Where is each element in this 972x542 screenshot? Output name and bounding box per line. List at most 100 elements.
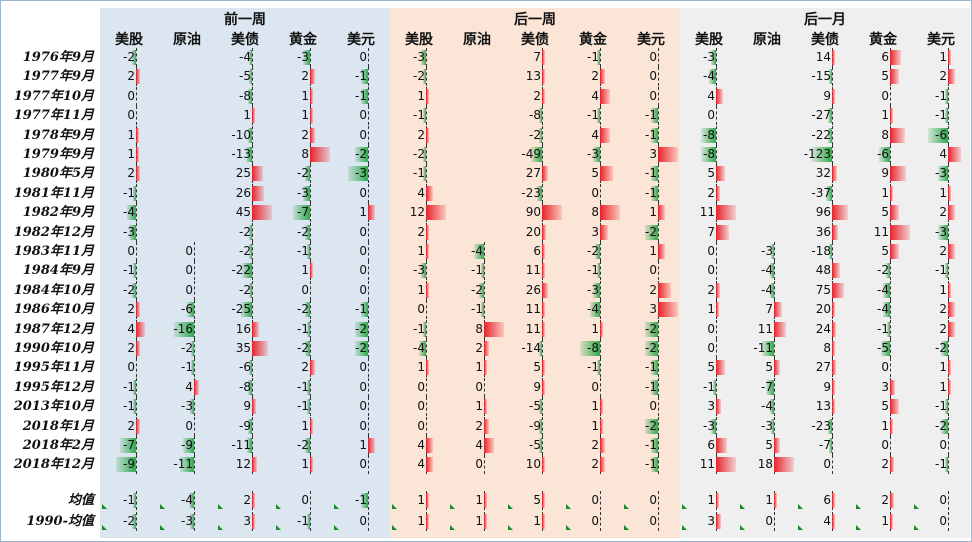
- negative-bar: [539, 127, 542, 143]
- positive-bar: [948, 244, 955, 259]
- negative-bar: [191, 360, 194, 376]
- data-cell: -13: [216, 145, 274, 164]
- cell-axis: [600, 261, 601, 281]
- cell-value: -3: [935, 224, 947, 239]
- positive-bar: [658, 147, 678, 162]
- data-cell: 1: [274, 261, 332, 281]
- negative-bar: [644, 341, 658, 356]
- cell-value: 0: [359, 457, 367, 472]
- cell-value: 1: [359, 438, 367, 452]
- data-cell: 0: [100, 86, 158, 106]
- data-cell: -2: [216, 242, 274, 261]
- data-cell: 5: [854, 397, 912, 417]
- cell-axis: [136, 86, 137, 106]
- indicator-triangle: [102, 504, 107, 509]
- data-cell: 4: [912, 145, 970, 164]
- cell-value: -1: [471, 263, 483, 278]
- positive-bar: [948, 50, 952, 65]
- positive-bar: [716, 493, 719, 508]
- data-cell: -3: [390, 261, 448, 281]
- cell-value: 1: [649, 205, 657, 220]
- positive-bar: [252, 205, 272, 221]
- data-cell: 6: [680, 436, 738, 455]
- cell-axis: [542, 183, 543, 203]
- data-cell: 5: [506, 358, 564, 378]
- cell-value: -2: [529, 127, 541, 142]
- positive-bar: [136, 321, 145, 337]
- cell-value: -1: [123, 185, 135, 200]
- indicator-triangle: [740, 504, 745, 509]
- cell-value: 8: [823, 341, 831, 355]
- data-cell: 9: [796, 86, 854, 106]
- positive-bar: [368, 205, 375, 221]
- cell-axis: [368, 280, 369, 300]
- cell-axis: [136, 222, 137, 242]
- data-cell: -9: [100, 455, 158, 475]
- cell-axis: [310, 339, 311, 358]
- cell-value: -3: [761, 244, 773, 258]
- positive-bar: [600, 166, 613, 182]
- positive-bar: [890, 50, 901, 65]
- cell-value: -1: [355, 302, 367, 317]
- cell-value: 8: [881, 127, 889, 142]
- data-cell: -2: [564, 242, 622, 261]
- cell-axis: [774, 512, 775, 531]
- negative-bar: [595, 244, 600, 259]
- cell-value: 2: [939, 302, 947, 317]
- data-cell: 2: [854, 491, 912, 510]
- cell-axis: [426, 164, 427, 184]
- cell-value: -2: [935, 341, 947, 355]
- negative-bar: [479, 282, 484, 298]
- negative-bar: [292, 205, 310, 221]
- cell-value: 7: [707, 224, 715, 239]
- cell-axis: [890, 319, 891, 339]
- cell-value: -4: [877, 302, 889, 317]
- cell-value: 5: [765, 360, 773, 375]
- negative-bar: [539, 108, 542, 124]
- positive-bar: [948, 360, 952, 376]
- negative-bar: [302, 185, 310, 201]
- cell-value: 0: [359, 514, 367, 528]
- data-cell: 26: [506, 280, 564, 300]
- data-cell: 8: [854, 125, 912, 145]
- negative-bar: [249, 244, 252, 259]
- cell-axis: [368, 339, 369, 358]
- negative-bar: [651, 360, 658, 376]
- positive-bar: [542, 263, 545, 279]
- cell-value: 0: [591, 185, 599, 200]
- negative-bar: [307, 244, 310, 259]
- data-cell: 5: [738, 436, 796, 455]
- cell-value: -9: [529, 418, 541, 433]
- data-cell: 1: [274, 106, 332, 126]
- data-cell: -1: [100, 183, 158, 203]
- cell-axis: [948, 106, 949, 126]
- indicator-triangle: [218, 525, 223, 530]
- cell-value: 1: [417, 514, 425, 528]
- data-cell: 0: [564, 491, 622, 510]
- positive-bar: [832, 205, 848, 221]
- cell-value: -2: [471, 282, 483, 297]
- data-cell: -3: [158, 397, 216, 417]
- cell-axis: [600, 183, 601, 203]
- data-cell: -5: [216, 67, 274, 87]
- data-cell: 1: [564, 397, 622, 417]
- cell-axis: [948, 491, 949, 510]
- negative-bar: [882, 302, 890, 318]
- indicator-triangle: [276, 525, 281, 530]
- indicator-triangle: [160, 525, 165, 530]
- data-cell: 8: [796, 339, 854, 358]
- data-cell: -9: [216, 416, 274, 436]
- data-cell: 25: [216, 164, 274, 184]
- data-cell: 2: [680, 280, 738, 300]
- data-cell: -4: [854, 280, 912, 300]
- cell-axis: [948, 397, 949, 417]
- cell-axis: [600, 280, 601, 300]
- cell-value: 6: [881, 50, 889, 64]
- cell-value: -7: [761, 379, 773, 394]
- positive-bar: [136, 302, 141, 318]
- cell-axis: [774, 416, 775, 436]
- column-header-usd: 美元: [927, 32, 955, 48]
- row-label: 均值: [67, 493, 94, 508]
- cell-value: -1: [413, 321, 425, 336]
- cell-axis: [194, 319, 195, 339]
